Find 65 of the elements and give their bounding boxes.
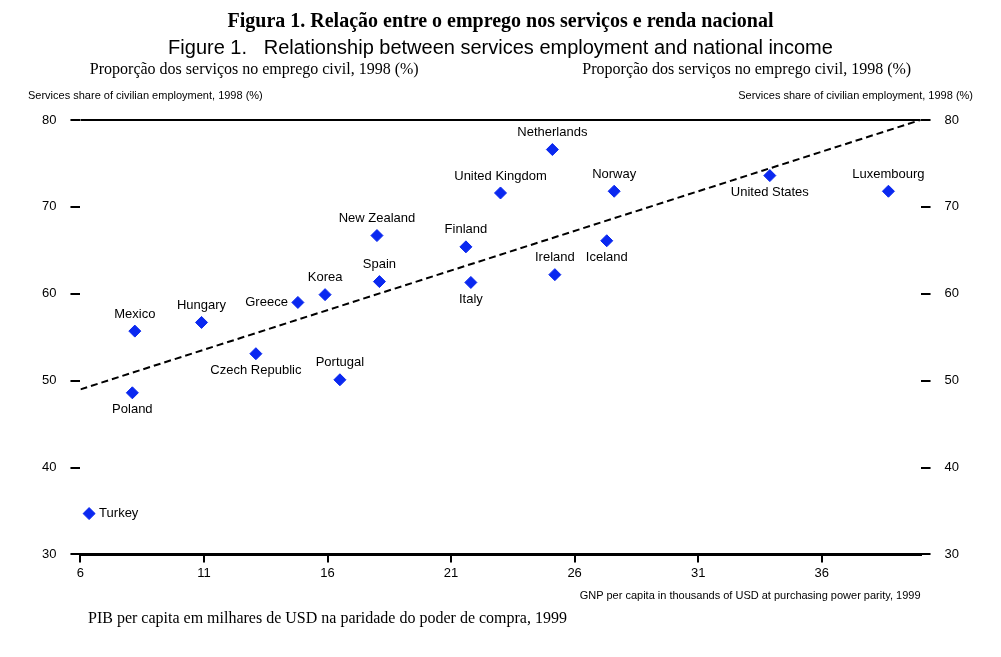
y2-tick-label: 30 (944, 545, 960, 561)
y-tick-label: 60 (41, 285, 57, 301)
annotation: Greece (245, 294, 288, 310)
annotation: Turkey (99, 505, 139, 521)
annotation: Korea (307, 269, 344, 285)
annotation: United States (730, 184, 810, 200)
annotation: United Kingdom (454, 167, 547, 183)
x-tick-label: 21 (443, 564, 459, 580)
point (545, 143, 559, 157)
x-tick-label: 36 (814, 564, 829, 580)
y-tick-label: 50 (41, 372, 57, 388)
y-tick-label: 40 (41, 459, 57, 475)
point (82, 507, 96, 521)
point (459, 240, 473, 254)
point (881, 184, 895, 198)
annotation: Ireland (534, 249, 575, 265)
y2-tick-label: 70 (944, 198, 960, 214)
point (291, 295, 305, 309)
text: Proporção dos serviços no emprego civil, 1998 (%) (582, 60, 912, 79)
y2-tick-label: 40 (944, 459, 960, 475)
point (464, 275, 478, 289)
point (607, 184, 621, 198)
point (370, 229, 384, 243)
point (128, 324, 142, 338)
chart-title: Figura 1. Relação entre o emprego nos serviços e renda nacional (227, 9, 774, 33)
y2-axis-title: Services share of civilian employment, 1998 (%) (738, 89, 973, 102)
annotation: Netherlands (517, 124, 588, 140)
y-tick-label: 80 (41, 111, 57, 127)
x-tick-label: 31 (690, 564, 706, 580)
point (195, 315, 209, 329)
text: PIB per capita em milhares de USD na paridade do poder de compra, 1999 (88, 608, 567, 627)
y-axis-title: Services share of civilian employment, 1998 (%) (28, 89, 263, 102)
x-axis-title: GNP per capita in thousands of USD at purchasing power parity, 1999 (579, 589, 921, 602)
y-tick-label: 70 (41, 198, 57, 214)
x-tick-label: 16 (320, 564, 335, 580)
point (494, 186, 507, 200)
annotation: Italy (458, 291, 484, 307)
point (372, 275, 386, 289)
point (249, 347, 263, 361)
annotation: Iceland (585, 249, 628, 265)
chart-subtitle: Figure 1. Relationship between services employment and national income (168, 35, 833, 58)
annotation: Spain (362, 256, 397, 272)
annotation: Hungary (176, 297, 227, 313)
annotation: Luxembourg (852, 165, 925, 181)
y-tick-label: 30 (41, 545, 57, 561)
annotation: Czech Republic (210, 362, 302, 378)
text: Proporção dos serviços no emprego civil, 1998 (%) (89, 60, 419, 79)
point (600, 234, 614, 248)
y2-tick-label: 80 (944, 111, 960, 127)
point (333, 373, 347, 387)
point (548, 268, 562, 282)
annotation: New Zealand (338, 210, 416, 226)
y2-tick-label: 60 (944, 285, 960, 301)
x-tick-label: 6 (76, 564, 85, 580)
y2-tick-label: 50 (944, 372, 960, 388)
annotation: Poland (112, 401, 153, 417)
point (763, 169, 777, 183)
annotation: Mexico (114, 305, 156, 321)
annotation: Norway (592, 165, 637, 181)
x-tick-label: 11 (197, 564, 211, 580)
point (125, 386, 139, 400)
x-tick-label: 26 (567, 564, 582, 580)
annotation: Portugal (315, 354, 365, 370)
annotation: Finland (444, 221, 488, 237)
point (318, 288, 332, 302)
